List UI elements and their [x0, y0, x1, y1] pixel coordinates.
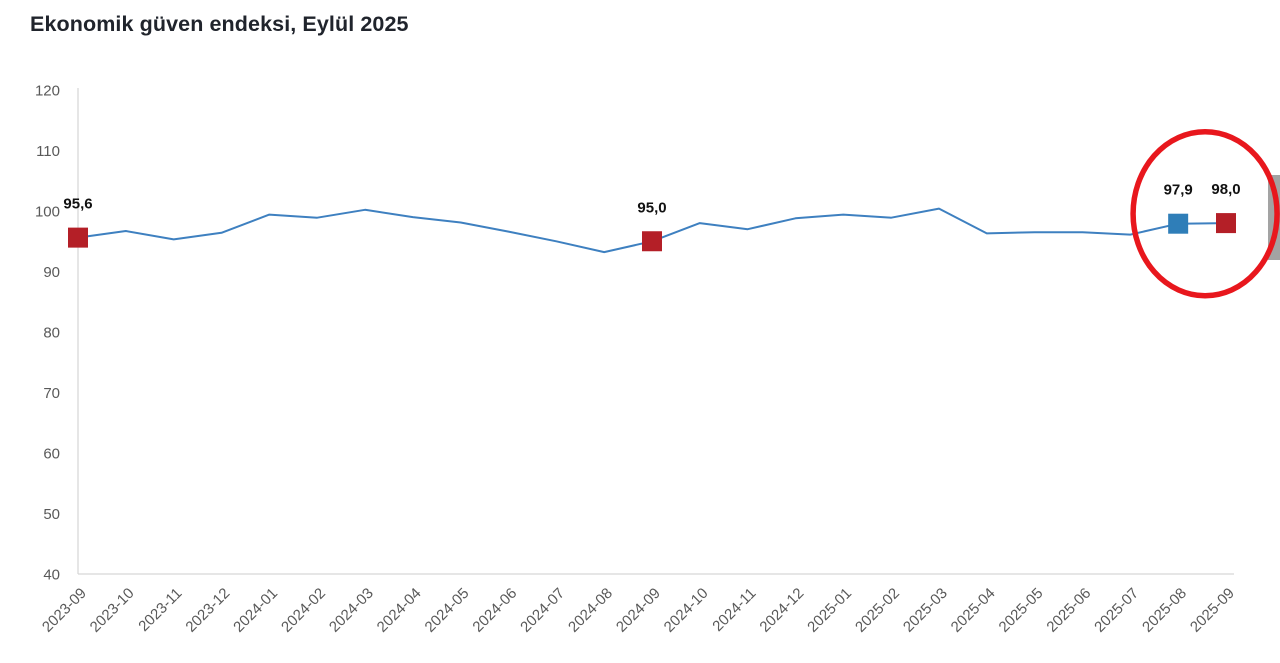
x-axis-tick-label: 2025-01 [804, 585, 855, 636]
x-axis-tick-label: 2024-04 [374, 585, 425, 636]
x-axis-tick-label: 2024-05 [422, 585, 473, 636]
marker-2023-09 [68, 227, 88, 248]
y-axis-tick-label: 70 [43, 385, 60, 402]
x-axis-tick-label: 2024-02 [278, 585, 329, 636]
x-axis-tick-label: 2024-12 [756, 585, 807, 636]
x-axis-tick-label: 2023-10 [87, 585, 138, 636]
x-axis-tick-label: 2024-08 [565, 585, 616, 636]
y-axis-tick-label: 120 [35, 82, 60, 99]
marker-2025-09 [1216, 213, 1236, 234]
x-axis-tick-label: 2025-08 [1139, 585, 1190, 636]
x-axis-tick-label: 2024-10 [661, 585, 712, 636]
chart-title: Ekonomik güven endeksi, Eylül 2025 [30, 12, 409, 37]
x-axis-tick-label: 2024-09 [613, 585, 664, 636]
x-axis-tick-label: 2025-09 [1187, 585, 1238, 636]
value-label-2025-09: 98,0 [1211, 181, 1240, 198]
marker-2024-09 [642, 231, 662, 252]
y-axis-tick-label: 60 [43, 445, 60, 462]
y-axis-tick-label: 90 [43, 264, 60, 281]
x-axis-tick-label: 2024-11 [709, 585, 759, 635]
value-label-2024-09: 95,0 [637, 199, 666, 216]
x-axis-tick-label: 2025-06 [1043, 585, 1094, 636]
x-axis-tick-label: 2024-07 [517, 585, 568, 636]
x-axis-tick-label: 2023-11 [135, 585, 185, 635]
value-label-2025-08: 97,9 [1164, 182, 1193, 199]
x-axis-tick-label: 2025-02 [852, 585, 903, 636]
x-axis-tick-label: 2023-12 [182, 585, 233, 636]
x-axis-tick-label: 2023-09 [39, 585, 90, 636]
y-axis-tick-label: 80 [43, 324, 60, 341]
x-axis-tick-label: 2025-07 [1091, 585, 1142, 636]
highlight-circle-annotation [1130, 128, 1280, 299]
marker-2025-08 [1168, 213, 1189, 234]
value-label-2023-09: 95,6 [63, 196, 92, 213]
x-axis-tick-label: 2025-05 [996, 585, 1047, 636]
y-axis-tick-label: 110 [36, 143, 60, 160]
x-axis-tick-label: 2024-06 [469, 585, 520, 636]
x-axis-tick-label: 2025-03 [900, 585, 951, 636]
y-axis-tick-label: 50 [43, 506, 60, 523]
x-axis-tick-label: 2024-01 [230, 585, 281, 636]
x-axis-tick-label: 2024-03 [326, 585, 377, 636]
y-axis-tick-label: 100 [35, 203, 60, 220]
y-axis-tick-label: 40 [43, 566, 60, 583]
x-axis-tick-label: 2025-04 [948, 585, 999, 636]
